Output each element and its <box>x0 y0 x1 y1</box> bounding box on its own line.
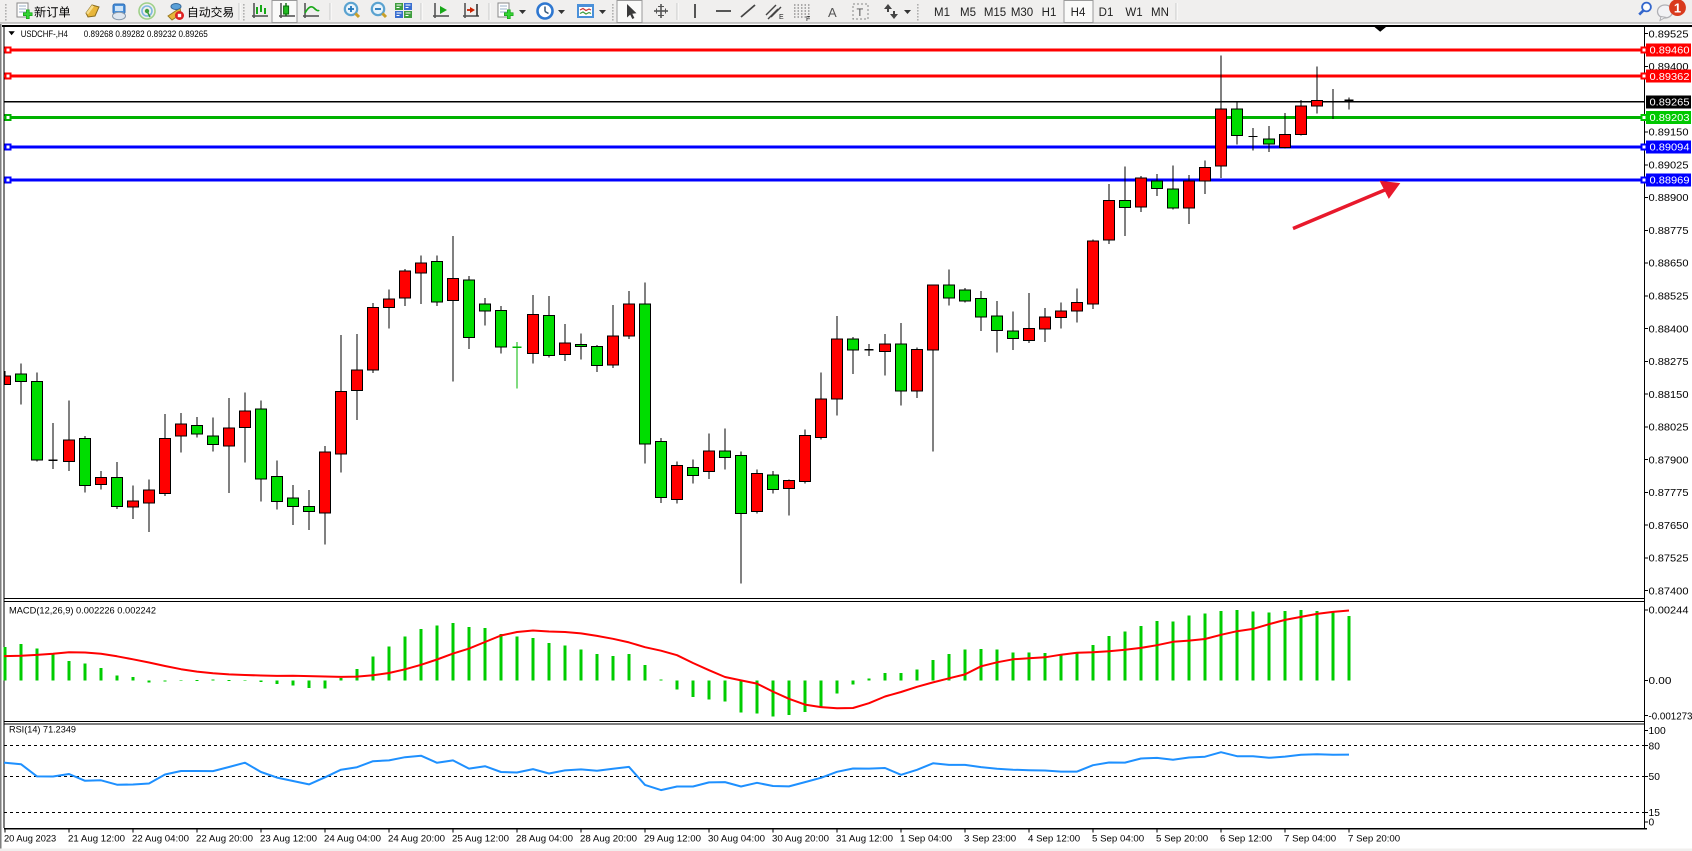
svg-text:22 Aug 04:00: 22 Aug 04:00 <box>132 834 189 845</box>
svg-text:0.89265: 0.89265 <box>1650 97 1690 109</box>
svg-text:E: E <box>779 14 784 21</box>
svg-text:5 Sep 04:00: 5 Sep 04:00 <box>1092 834 1144 845</box>
svg-text:M30: M30 <box>1011 7 1033 19</box>
svg-text:30 Aug 04:00: 30 Aug 04:00 <box>708 834 765 845</box>
svg-text:15: 15 <box>1649 807 1661 819</box>
svg-text:28 Aug 20:00: 28 Aug 20:00 <box>580 834 637 845</box>
svg-text:0.87775: 0.87775 <box>1649 487 1689 499</box>
svg-text:0.88025: 0.88025 <box>1649 422 1689 434</box>
svg-text:F: F <box>806 16 810 23</box>
svg-text:0.89525: 0.89525 <box>1649 28 1689 40</box>
svg-text:1: 1 <box>1674 0 1681 15</box>
svg-text:0.89268 0.89282 0.89232 0.8926: 0.89268 0.89282 0.89232 0.89265 <box>84 29 208 40</box>
svg-text:A: A <box>828 5 837 20</box>
svg-text:20 Aug 2023: 20 Aug 2023 <box>4 834 56 845</box>
svg-text:0.88969: 0.88969 <box>1650 175 1690 187</box>
svg-text:0.87400: 0.87400 <box>1649 585 1689 597</box>
svg-text:H4: H4 <box>1071 7 1086 19</box>
svg-text:1 Sep 04:00: 1 Sep 04:00 <box>900 834 952 845</box>
svg-text:USDCHF-,H4: USDCHF-,H4 <box>21 29 68 40</box>
svg-text:0.89203: 0.89203 <box>1650 112 1690 124</box>
svg-text:21 Aug 12:00: 21 Aug 12:00 <box>68 834 125 845</box>
svg-text:RSI(14) 71.2349: RSI(14) 71.2349 <box>9 725 76 736</box>
svg-text:M15: M15 <box>984 7 1006 19</box>
svg-text:22 Aug 20:00: 22 Aug 20:00 <box>196 834 253 845</box>
svg-text:M1: M1 <box>934 7 950 19</box>
svg-text:0.89094: 0.89094 <box>1650 142 1690 154</box>
svg-text:100: 100 <box>1649 725 1666 737</box>
svg-text:D1: D1 <box>1099 7 1114 19</box>
svg-text:0.87525: 0.87525 <box>1649 553 1689 565</box>
svg-text:-0.001273: -0.001273 <box>1649 710 1692 722</box>
svg-text:0.88900: 0.88900 <box>1649 192 1689 204</box>
svg-text:25 Aug 12:00: 25 Aug 12:00 <box>452 834 509 845</box>
svg-text:MN: MN <box>1151 7 1169 19</box>
svg-text:4 Sep 12:00: 4 Sep 12:00 <box>1028 834 1080 845</box>
svg-text:0.87650: 0.87650 <box>1649 520 1689 532</box>
svg-text:0.88275: 0.88275 <box>1649 356 1689 368</box>
svg-text:0.88525: 0.88525 <box>1649 291 1689 303</box>
svg-text:31 Aug 12:00: 31 Aug 12:00 <box>836 834 893 845</box>
svg-text:50: 50 <box>1649 771 1661 783</box>
svg-text:24 Aug 20:00: 24 Aug 20:00 <box>388 834 445 845</box>
svg-text:5 Sep 20:00: 5 Sep 20:00 <box>1156 834 1208 845</box>
svg-text:23 Aug 12:00: 23 Aug 12:00 <box>260 834 317 845</box>
svg-text:30 Aug 20:00: 30 Aug 20:00 <box>772 834 829 845</box>
svg-text:29 Aug 12:00: 29 Aug 12:00 <box>644 834 701 845</box>
svg-text:7 Sep 20:00: 7 Sep 20:00 <box>1348 834 1400 845</box>
svg-text:0.88775: 0.88775 <box>1649 225 1689 237</box>
svg-text:0: 0 <box>1649 817 1655 829</box>
svg-text:0.00244: 0.00244 <box>1649 605 1689 617</box>
svg-text:W1: W1 <box>1125 7 1142 19</box>
svg-text:6 Sep 12:00: 6 Sep 12:00 <box>1220 834 1272 845</box>
svg-text:28 Aug 04:00: 28 Aug 04:00 <box>516 834 573 845</box>
svg-text:0.89460: 0.89460 <box>1650 45 1690 57</box>
svg-text:0.89150: 0.89150 <box>1649 127 1689 139</box>
svg-text:MACD(12,26,9) 0.002226 0.00224: MACD(12,26,9) 0.002226 0.002242 <box>9 606 156 617</box>
svg-text:80: 80 <box>1649 740 1661 752</box>
svg-text:0.00: 0.00 <box>1649 675 1672 687</box>
svg-text:0.88650: 0.88650 <box>1649 258 1689 270</box>
svg-text:24 Aug 04:00: 24 Aug 04:00 <box>324 834 381 845</box>
svg-text:0.87900: 0.87900 <box>1649 454 1689 466</box>
svg-text:0.89025: 0.89025 <box>1649 160 1689 172</box>
svg-text:T: T <box>857 7 864 19</box>
svg-text:0.88150: 0.88150 <box>1649 389 1689 401</box>
svg-text:3 Sep 23:00: 3 Sep 23:00 <box>964 834 1016 845</box>
svg-text:H1: H1 <box>1042 7 1057 19</box>
svg-text:M5: M5 <box>960 7 976 19</box>
svg-text:0.88400: 0.88400 <box>1649 323 1689 335</box>
svg-text:7 Sep 04:00: 7 Sep 04:00 <box>1284 834 1336 845</box>
svg-text:0.89362: 0.89362 <box>1650 71 1690 83</box>
